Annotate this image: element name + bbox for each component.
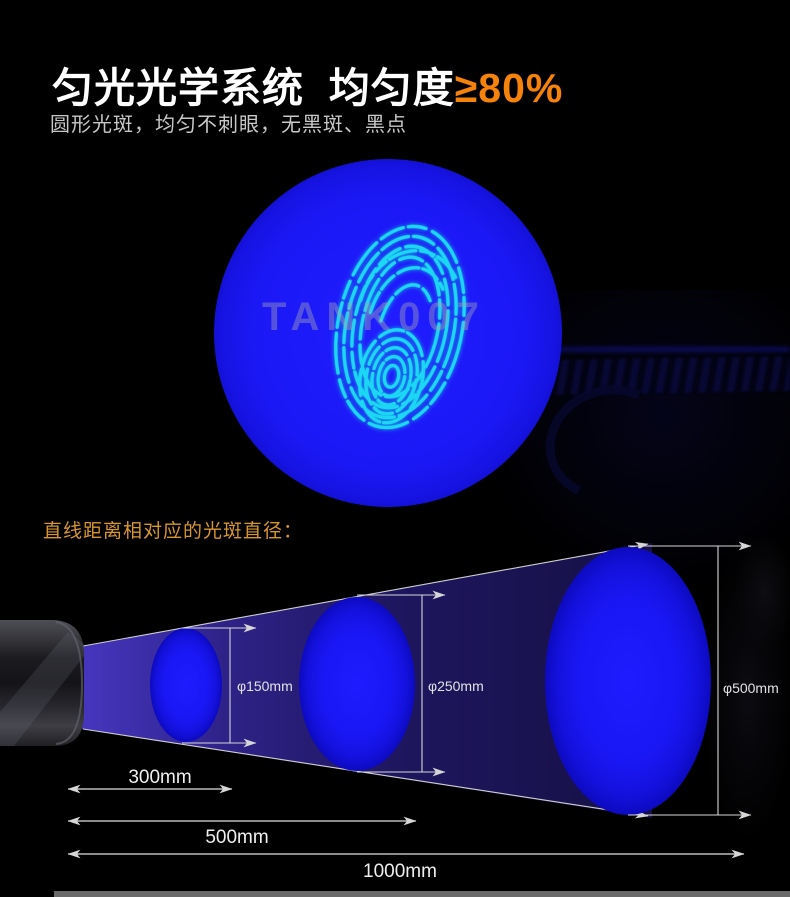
fingerprint-ridge [364, 337, 419, 416]
fingerprint-ridge [350, 244, 450, 410]
fingerprint-core [382, 363, 401, 389]
spot-ellipse-500mm [545, 547, 711, 815]
dimension-500mm [628, 541, 752, 820]
diameter-label-150mm: φ150mm [237, 678, 293, 694]
fingerprint-ridge [334, 224, 466, 430]
fingerprint-illustration [334, 224, 466, 430]
fingerprint-ridge [342, 234, 458, 420]
dimension-250mm [357, 590, 446, 777]
fingerprint-ridge [359, 249, 458, 302]
distance-label-1000mm: 1000mm [363, 861, 437, 882]
dimension-150mm [182, 623, 257, 748]
spot-ellipse-150mm [150, 628, 222, 742]
diagram-caption: 直线距离相对应的光斑直径： [43, 521, 304, 542]
page-title: 匀光光学系统 均匀度≥80% [52, 54, 563, 114]
flashlight-head [0, 620, 84, 746]
diameter-label-500mm: φ500mm [723, 680, 779, 696]
spot-ellipse-250mm [299, 597, 415, 771]
title-highlight-value: ≥80% [454, 65, 564, 111]
distance-label-500mm: 500mm [205, 827, 268, 848]
page-subtitle: 圆形光斑，均匀不刺眼，无黑斑、黑点 [50, 114, 407, 136]
background-flashlight-edge [540, 347, 790, 352]
bottom-divider-bar [54, 891, 790, 897]
background-flashlight-knurling [548, 355, 790, 396]
background-silhouette-small [735, 535, 790, 650]
beam-distance-diagram: φ150mm φ250mm φ500mm 300mm 500mm 1000mm [0, 541, 790, 897]
fingerprint-ridge [370, 345, 413, 407]
distance-label-300mm: 300mm [128, 767, 191, 788]
fingerprint-ridge [379, 283, 432, 323]
fingerprint-ridge [376, 354, 407, 398]
fingerprint-ridge [358, 328, 426, 425]
fingerprint-ridge [368, 266, 445, 315]
brand-watermark: TANK007 [262, 295, 486, 339]
diameter-label-250mm: φ250mm [428, 678, 484, 694]
title-main-text: 匀光光学系统 均匀度 [52, 65, 455, 111]
